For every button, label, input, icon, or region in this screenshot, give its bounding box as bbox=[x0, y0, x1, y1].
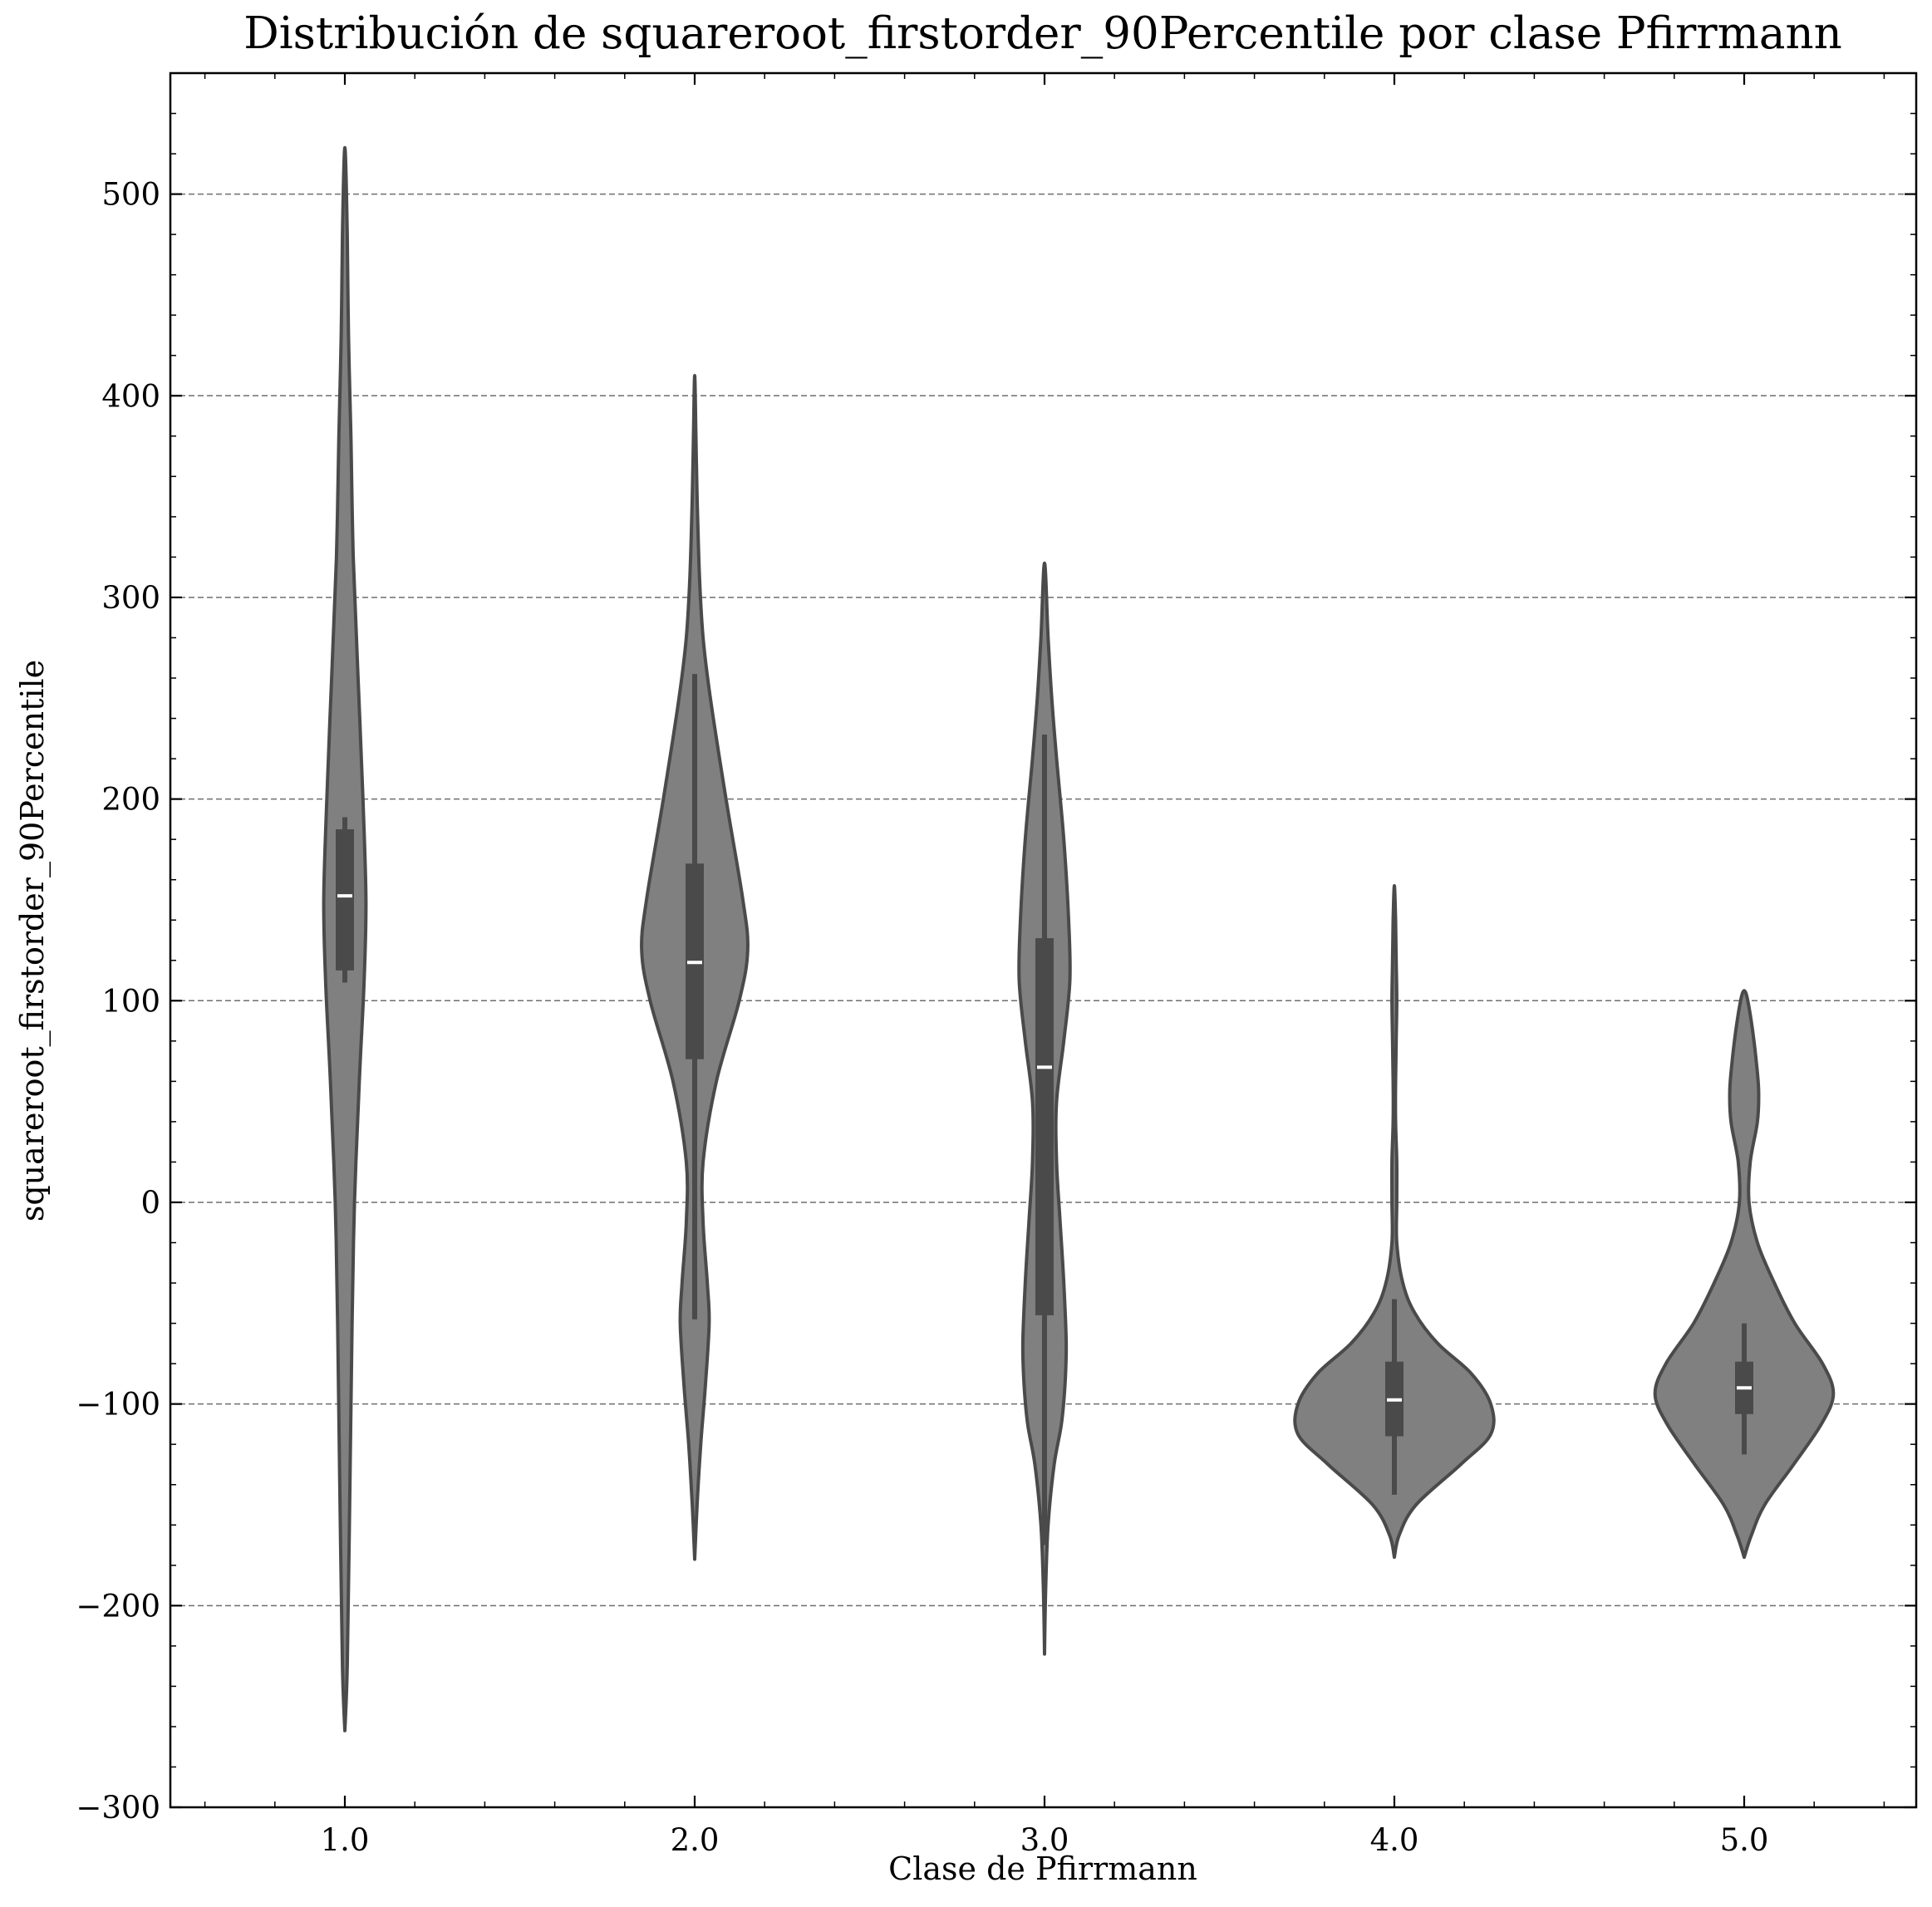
x-tick-label: 5.0 bbox=[1720, 1822, 1769, 1858]
y-axis-label: squareroot_firstorder_90Percentile bbox=[14, 660, 52, 1221]
x-tick-labels: 1.0 2.0 3.0 4.0 5.0 bbox=[321, 1822, 1769, 1858]
chart-title: Distribución de squareroot_firstorder_90… bbox=[243, 8, 1842, 59]
x-tick-label: 2.0 bbox=[671, 1822, 720, 1858]
violin-iqr-box bbox=[336, 829, 354, 971]
violin-body bbox=[1293, 884, 1496, 1560]
violin-1.0 bbox=[322, 145, 368, 1733]
violin-5.0 bbox=[1653, 989, 1836, 1560]
y-tick-label: 400 bbox=[101, 378, 160, 414]
violin-4.0 bbox=[1293, 884, 1496, 1560]
violin-iqr-box bbox=[1035, 938, 1054, 1315]
y-tick-label: 0 bbox=[140, 1185, 160, 1221]
y-tick-label: 200 bbox=[101, 782, 160, 818]
violins bbox=[322, 145, 1836, 1733]
y-tick-labels: −300 −200 −100 0 100 200 300 400 500 bbox=[76, 177, 160, 1826]
violin-2.0 bbox=[640, 374, 750, 1561]
y-tick-label: −100 bbox=[76, 1387, 160, 1423]
x-axis-label: Clase de Pfirrmann bbox=[888, 1850, 1197, 1887]
violin-3.0 bbox=[1017, 561, 1072, 1656]
x-tick-label: 4.0 bbox=[1370, 1822, 1419, 1858]
axis-ticks bbox=[170, 72, 1916, 1809]
y-tick-label: −200 bbox=[76, 1588, 160, 1624]
y-tick-label: 300 bbox=[101, 580, 160, 616]
y-tick-label: 500 bbox=[101, 177, 160, 213]
y-tick-label: 100 bbox=[101, 983, 160, 1019]
y-tick-label: −300 bbox=[76, 1790, 160, 1826]
violin-body bbox=[1653, 989, 1836, 1560]
x-tick-label: 1.0 bbox=[321, 1822, 370, 1858]
x-tick-label: 3.0 bbox=[1020, 1822, 1069, 1858]
plot-frame bbox=[169, 71, 1918, 1809]
